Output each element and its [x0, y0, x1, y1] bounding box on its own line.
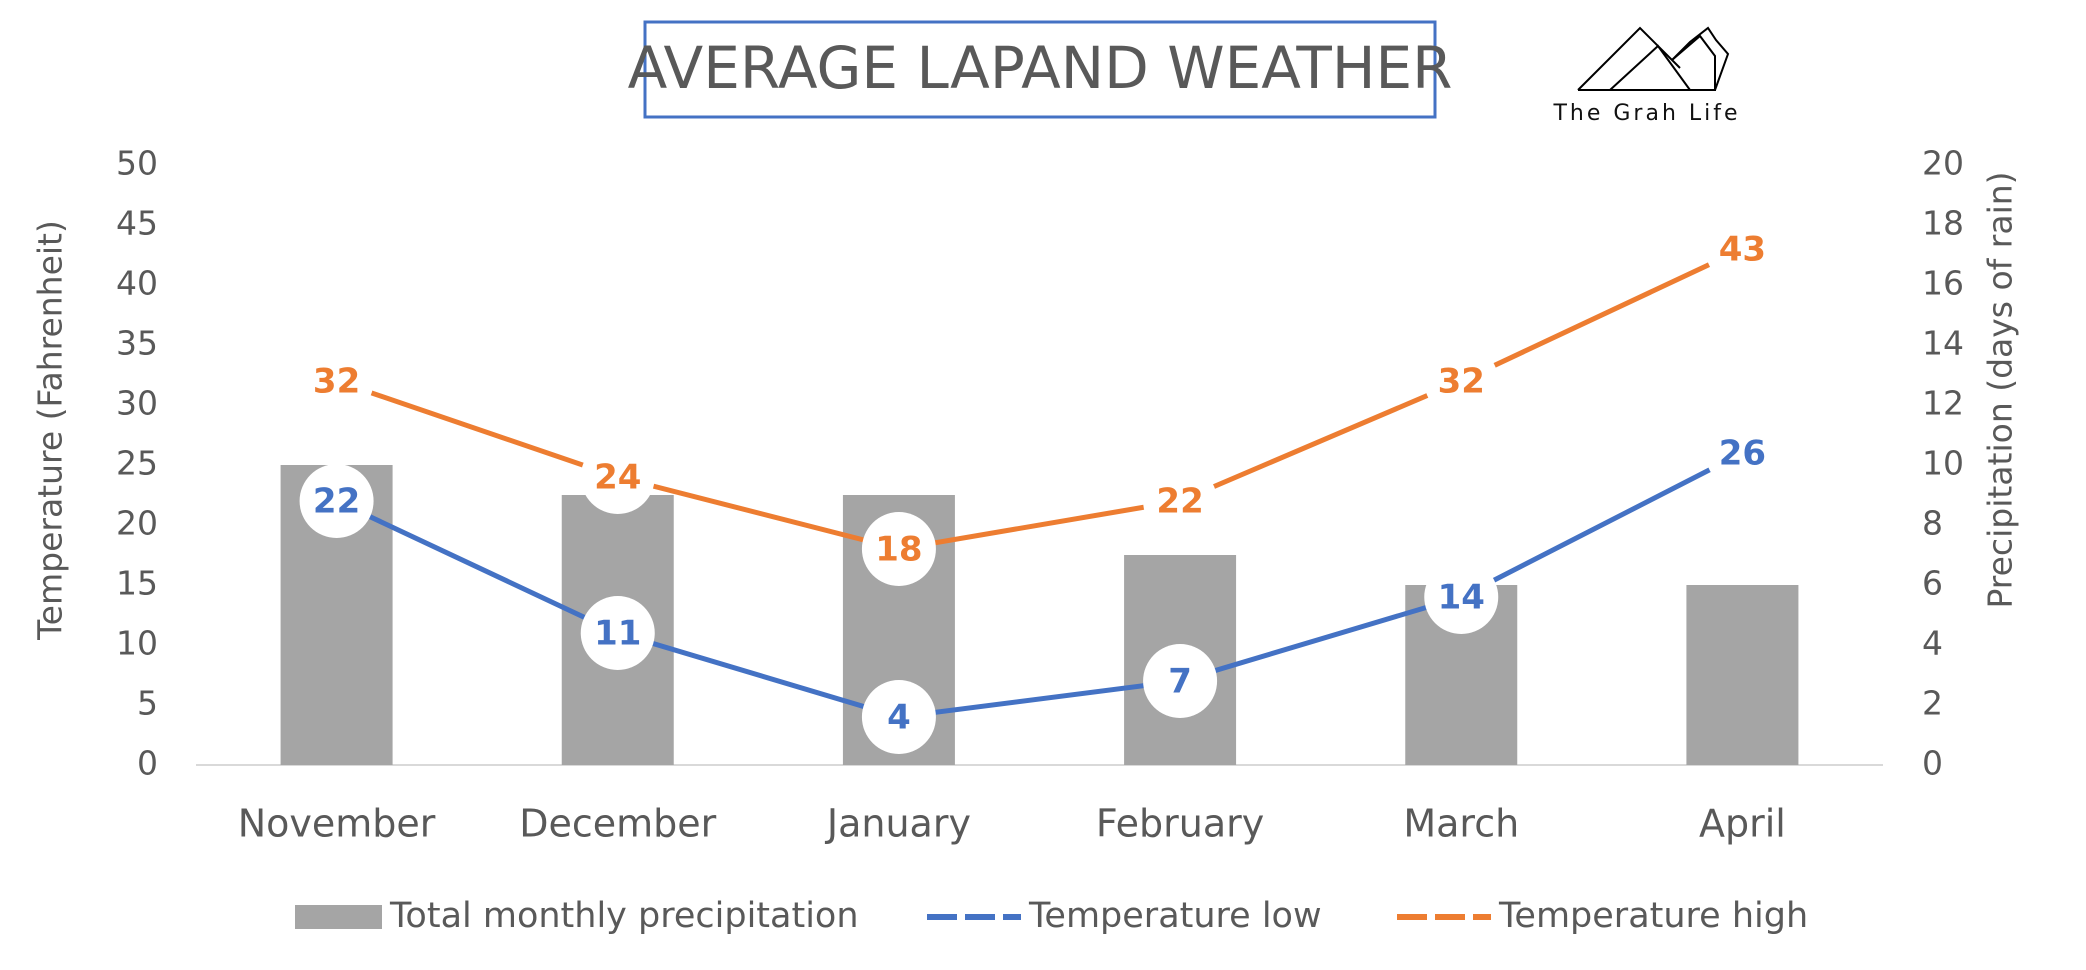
- y-tick-label: 20: [116, 504, 158, 543]
- y-tick-label: 35: [116, 324, 158, 363]
- data-label-bg: [861, 680, 936, 754]
- y-tick-label: 30: [116, 384, 158, 423]
- y-tick-label: 0: [137, 744, 158, 783]
- data-label-bg: [1424, 344, 1499, 418]
- y-tick-label: 25: [116, 444, 158, 483]
- x-tick-label: February: [1096, 802, 1264, 846]
- data-label: 7: [1168, 662, 1192, 702]
- line: [335, 450, 1744, 720]
- legend-swatch: [295, 905, 382, 929]
- data-label-bg: [580, 596, 655, 670]
- y2-tick-label: 0: [1922, 744, 1943, 783]
- x-tick-label: April: [1699, 802, 1786, 846]
- legend-label: Temperature high: [1498, 896, 1808, 936]
- y2-tick-label: 20: [1922, 144, 1964, 183]
- bar: [1686, 585, 1799, 765]
- x-tick-label: March: [1403, 802, 1519, 846]
- line: [335, 246, 1744, 552]
- y2-tick-label: 18: [1922, 204, 1964, 243]
- y-tick-label: 15: [116, 564, 158, 603]
- data-label: 22: [313, 482, 360, 522]
- y2-tick-label: 14: [1922, 324, 1964, 363]
- data-label: 11: [594, 614, 641, 654]
- data-label: 43: [1719, 230, 1766, 270]
- logo-mountains: [1577, 26, 1730, 91]
- data-label-bg: [299, 464, 374, 538]
- legend-label: Temperature low: [1028, 896, 1322, 936]
- data-label: 32: [313, 362, 360, 402]
- data-label: 18: [875, 530, 922, 570]
- data-label-bg: [1143, 464, 1218, 538]
- data-label-bg: [299, 344, 374, 418]
- data-label: 26: [1719, 434, 1766, 474]
- x-tick-label: January: [825, 802, 971, 846]
- y-tick-label: 40: [116, 264, 158, 303]
- y-axis-title: Temperature (Fahrenheit): [31, 220, 70, 641]
- y2-tick-label: 12: [1922, 384, 1964, 423]
- y2-axis-title: Precipitation (days of rain): [1981, 171, 2020, 608]
- y2-tick-label: 4: [1922, 624, 1943, 663]
- x-tick-label: December: [519, 802, 716, 846]
- y2-tick-label: 16: [1922, 264, 1964, 303]
- data-label: 4: [887, 698, 911, 738]
- y2-tick-label: 6: [1922, 564, 1943, 603]
- data-label-bg: [861, 512, 936, 586]
- data-label: 22: [1156, 482, 1203, 522]
- y-tick-label: 50: [116, 144, 158, 183]
- data-label-bg: [580, 440, 655, 514]
- legend-label: Total monthly precipitation: [389, 896, 859, 936]
- x-tick-label: November: [238, 802, 436, 846]
- title-box: [643, 20, 1437, 119]
- data-label: 32: [1438, 362, 1485, 402]
- y-tick-label: 45: [116, 204, 158, 243]
- y-tick-label: 10: [116, 624, 158, 663]
- y2-tick-label: 2: [1922, 684, 1943, 723]
- data-label: 24: [594, 458, 641, 498]
- data-label-bg: [1424, 560, 1499, 634]
- y-tick-label: 5: [137, 684, 158, 723]
- y2-tick-label: 8: [1922, 504, 1943, 543]
- data-label-bg: [1705, 416, 1780, 490]
- logo-text: The Grah Life: [1552, 101, 1740, 126]
- y2-tick-label: 10: [1922, 444, 1964, 483]
- data-label-bg: [1705, 212, 1780, 286]
- data-label: 14: [1438, 578, 1485, 618]
- data-label-bg: [1143, 644, 1218, 718]
- chart-title: AVERAGE LAPAND WEATHER: [628, 34, 1453, 102]
